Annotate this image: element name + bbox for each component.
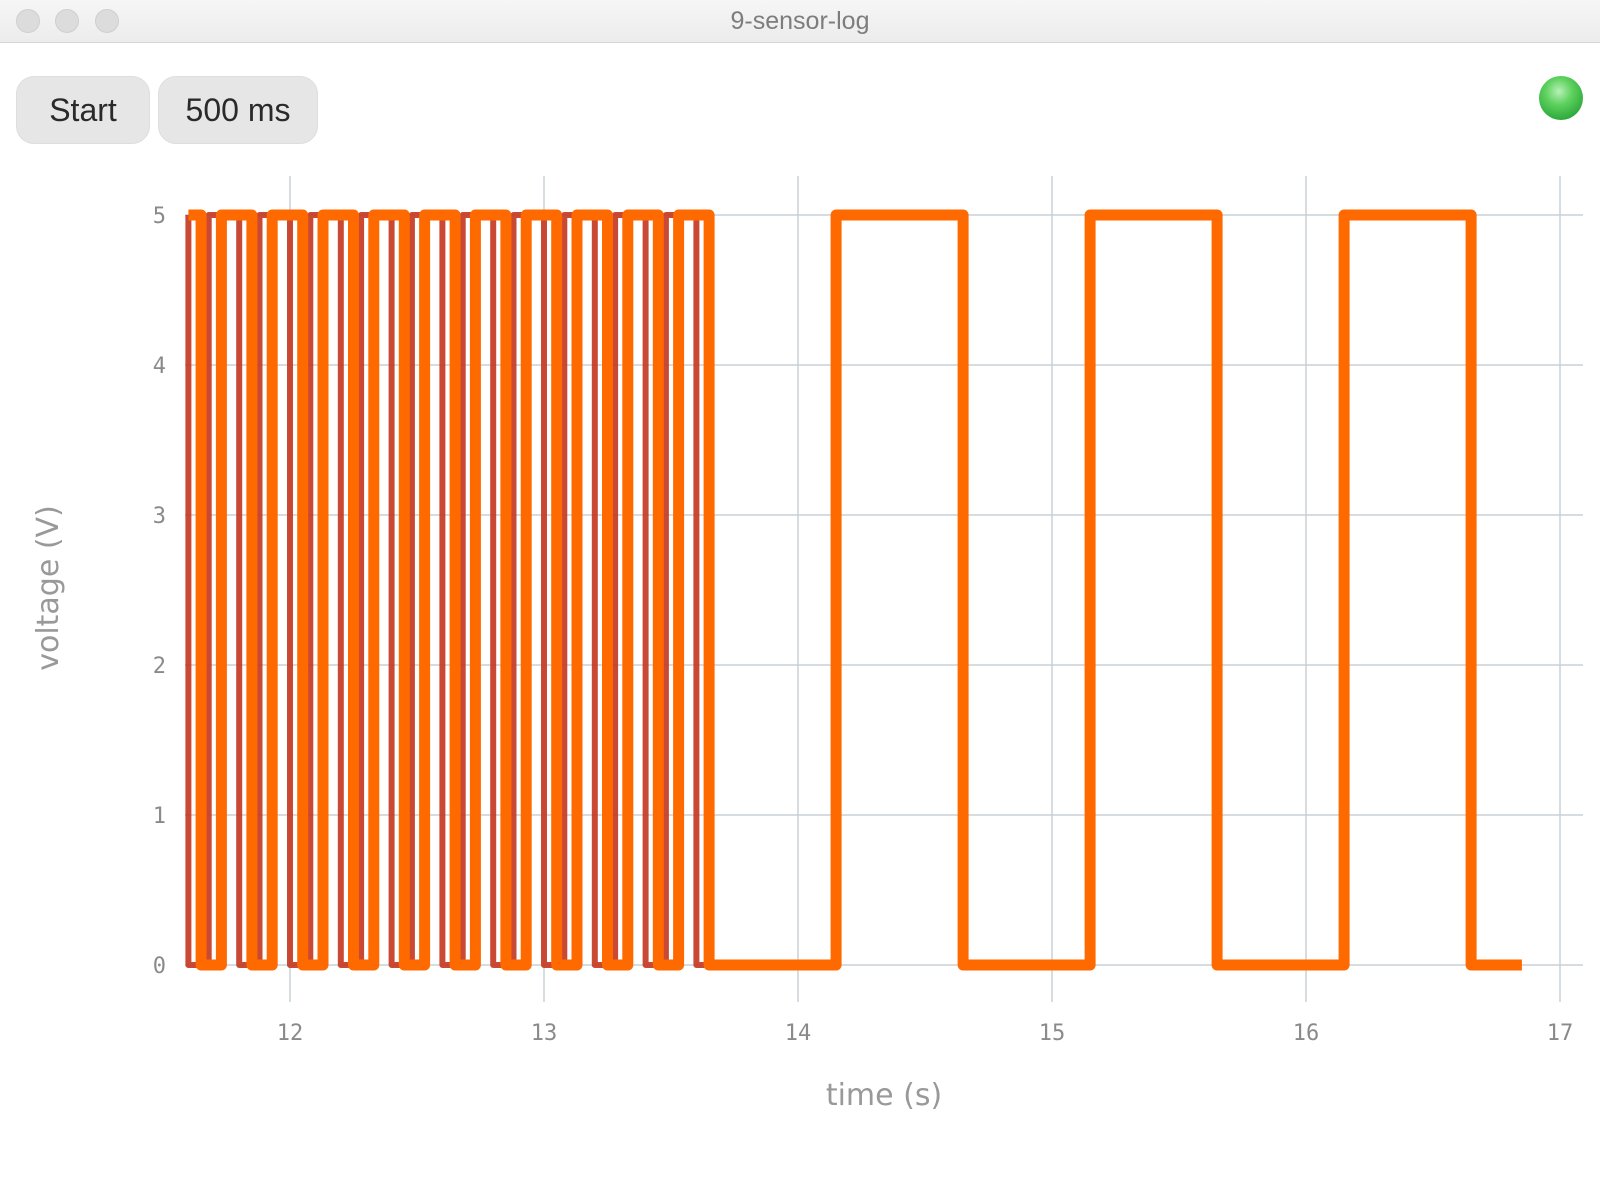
- series-line-2: [185, 212, 710, 968]
- x-tick-label: 17: [1547, 1021, 1574, 1046]
- start-button[interactable]: Start: [16, 76, 150, 144]
- y-axis-title: voltage (V): [31, 505, 66, 671]
- y-tick-label: 2: [153, 654, 166, 679]
- x-axis-title: time (s): [826, 1078, 942, 1113]
- y-tick-label: 0: [153, 954, 166, 979]
- chart-series-layer: [185, 209, 1522, 971]
- y-tick-label: 4: [153, 354, 166, 379]
- x-tick-label: 12: [277, 1021, 304, 1046]
- x-tick-label: 16: [1293, 1021, 1320, 1046]
- x-tick-label: 13: [531, 1021, 558, 1046]
- x-tick-label: 15: [1039, 1021, 1066, 1046]
- y-tick-label: 1: [153, 804, 166, 829]
- zoom-window-icon[interactable]: [95, 9, 119, 33]
- minimize-window-icon[interactable]: [55, 9, 79, 33]
- x-tick-label: 14: [785, 1021, 812, 1046]
- y-tick-label: 5: [153, 204, 166, 229]
- window-title: 9-sensor-log: [730, 7, 870, 35]
- title-bar[interactable]: 9-sensor-log: [0, 0, 1600, 43]
- status-led-icon: [1539, 76, 1583, 120]
- series-line-1: [188, 209, 1522, 971]
- chart-grid: [185, 176, 1583, 1002]
- y-tick-label: 3: [153, 504, 166, 529]
- close-window-icon[interactable]: [16, 9, 40, 33]
- interval-button[interactable]: 500 ms: [158, 76, 318, 144]
